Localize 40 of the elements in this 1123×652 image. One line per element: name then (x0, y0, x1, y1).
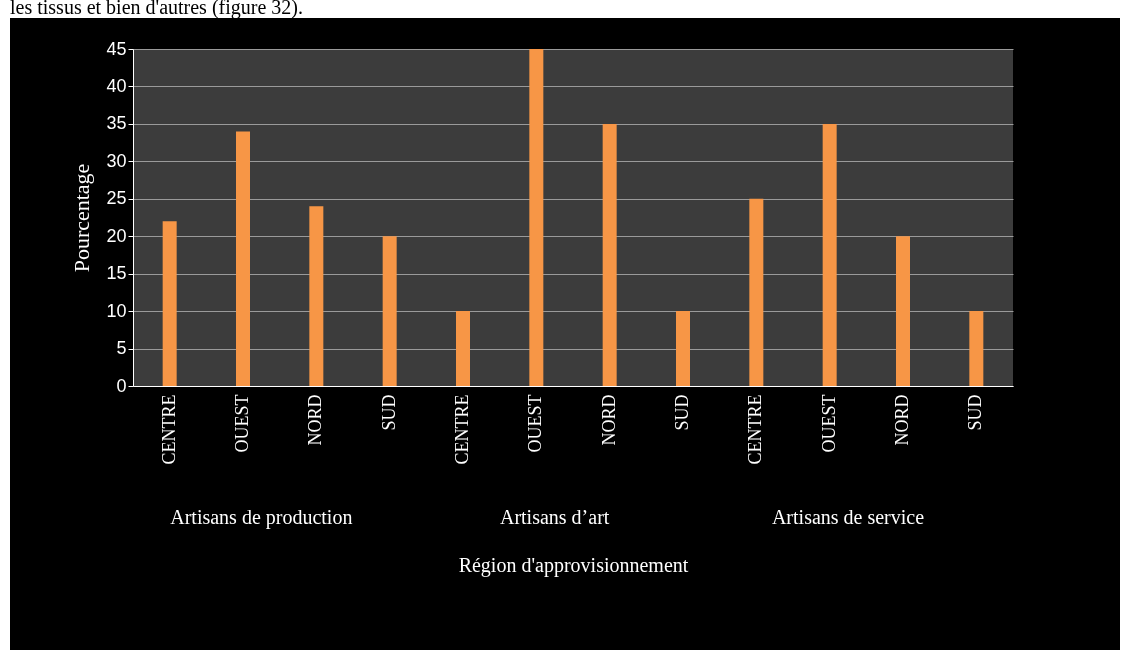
text: Artisans de production (170, 506, 353, 529)
bar (749, 198, 764, 386)
text: les tissus et bien d'autres (figure 32). (9, 0, 304, 18)
x-tick-label: NORD (305, 394, 326, 446)
bar (602, 123, 617, 386)
y-tick-label: 15 (106, 263, 127, 284)
x-tick-label: SUD (965, 394, 986, 431)
x-tick-label: CENTRE (745, 394, 766, 465)
x-tick-label: NORD (892, 394, 912, 446)
bar (529, 49, 544, 386)
bar (896, 236, 910, 386)
bar (969, 311, 984, 386)
bar (162, 221, 177, 386)
x-tick-label: OUEST (232, 394, 252, 453)
bar (382, 236, 397, 386)
y-tick-label: 30 (106, 150, 127, 171)
y-tick-label: 5 (116, 338, 127, 359)
y-tick-label: 10 (106, 300, 127, 321)
y-axis-title: Pourcentage (69, 163, 95, 273)
x-tick-label: SUD (672, 394, 692, 431)
y-tick-label: 0 (116, 375, 127, 396)
y-tick-label: 25 (106, 188, 127, 209)
x-tick-label: CENTRE (158, 394, 179, 465)
x-axis-title: Région d'approvisionnement (458, 554, 689, 578)
x-tick-label: OUEST (818, 394, 839, 453)
bar (676, 311, 690, 386)
x-tick-label: CENTRE (452, 394, 472, 465)
x-tick-label: NORD (598, 394, 619, 446)
y-tick-label: 40 (106, 75, 127, 96)
bar (456, 311, 470, 386)
text: Artisans d’art (499, 506, 610, 528)
x-tick-label: SUD (378, 394, 399, 431)
y-tick-label: 35 (106, 113, 127, 134)
y-tick-label: 45 (106, 38, 127, 59)
x-tick-label: OUEST (525, 394, 546, 453)
text: Artisans de service (771, 506, 925, 528)
bar (822, 123, 837, 386)
bar (236, 131, 250, 386)
bar (309, 206, 324, 386)
y-tick-label: 20 (106, 225, 127, 246)
